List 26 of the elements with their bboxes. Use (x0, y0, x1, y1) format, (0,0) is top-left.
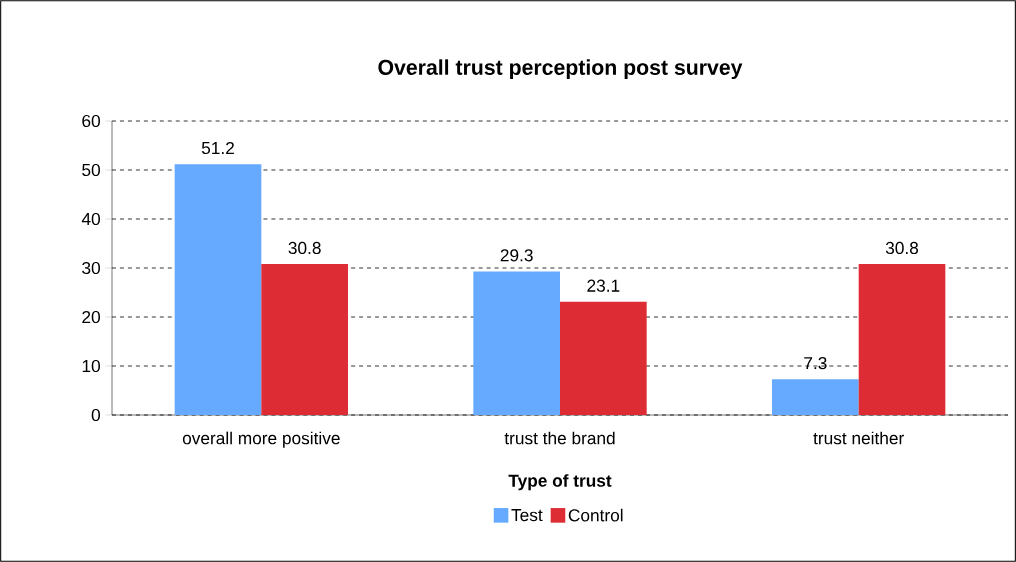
y-tick-label: 0 (91, 408, 100, 422)
y-tick-label: 60 (82, 114, 100, 128)
bar (858, 264, 946, 415)
chart-title: Overall trust perception post survey (378, 59, 743, 80)
data-label: 23.1 (587, 279, 620, 292)
data-label: 30.8 (288, 241, 321, 255)
x-tick-label: overall more positive (182, 431, 340, 448)
x-axis-title: Type of trust (508, 474, 612, 491)
x-tick-label: trust neither (813, 431, 904, 445)
y-tick-label: 10 (82, 359, 100, 373)
legend-label: Test (511, 509, 543, 522)
bar (174, 164, 262, 415)
y-tick-label: 50 (82, 163, 100, 177)
y-tick-label: 30 (82, 261, 100, 275)
bar (772, 379, 859, 415)
data-label: 51.2 (201, 141, 234, 155)
x-tick-label: trust the brand (504, 431, 615, 445)
bar (560, 301, 647, 415)
legend-label: Control (568, 508, 623, 522)
y-tick-label: 40 (81, 212, 100, 226)
bar (473, 271, 561, 415)
bar (261, 264, 349, 415)
y-tick-label: 20 (82, 310, 100, 324)
data-label: 30.8 (885, 241, 919, 255)
data-label: 29.3 (500, 249, 533, 262)
data-label: 7.3 (804, 356, 827, 370)
